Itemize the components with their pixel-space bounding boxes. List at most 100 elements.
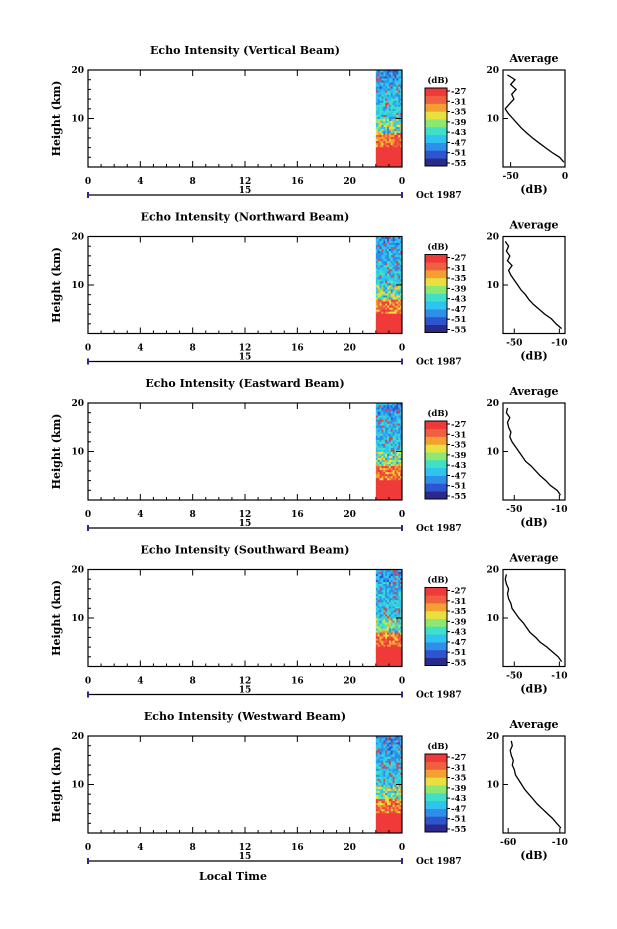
heatmap-cell [387, 84, 390, 87]
heatmap-cell [375, 423, 379, 426]
heatmap-cell [394, 152, 397, 156]
heatmap-cell [392, 830, 395, 834]
heatmap-cell [392, 467, 395, 471]
heatmap-cell [385, 798, 388, 802]
heatmap-cell [381, 445, 384, 448]
heatmap-cell [377, 126, 380, 129]
heatmap-cell [375, 756, 379, 759]
heatmap-cell [377, 796, 380, 800]
heatmap-cell [392, 660, 395, 663]
heatmap-cell [390, 409, 394, 412]
heatmap-cell [392, 76, 395, 79]
heatmap-cell [375, 331, 379, 334]
heatmap-cell [379, 447, 382, 450]
heatmap-cell [377, 287, 380, 290]
heatmap-cell [390, 664, 394, 667]
heatmap-cell [383, 636, 386, 639]
heatmap-cell [388, 758, 392, 761]
heatmap-cell [383, 646, 386, 649]
heatmap-cell [398, 293, 401, 296]
heatmap-cell [387, 238, 390, 241]
heatmap-cell [398, 148, 401, 152]
heatmap-cell [400, 431, 403, 434]
heatmap-cell [385, 816, 388, 820]
heatmap-cell [390, 654, 394, 657]
heatmap-cell [375, 278, 379, 282]
heatmap-cell [396, 84, 399, 87]
heatmap-cell [383, 826, 386, 830]
heatmap-cell [400, 154, 403, 158]
heatmap-cell [377, 595, 380, 599]
heatmap-cell [375, 409, 379, 412]
heatmap-cell [377, 331, 380, 334]
heatmap-cell [390, 465, 394, 469]
heatmap-cell [390, 270, 394, 274]
heatmap-cell [396, 449, 399, 452]
heatmap-cell [379, 467, 382, 471]
heatmap-cell [377, 756, 380, 759]
heatmap-cell [379, 748, 382, 751]
heatmap-cell [392, 742, 395, 745]
heatmap-cell [381, 106, 384, 109]
heatmap-cell [390, 784, 394, 787]
heatmap-cell [388, 329, 392, 332]
heatmap-cell [392, 268, 395, 272]
colorbar-tick-label: -35 [451, 274, 466, 284]
colorbar-segment [425, 754, 447, 763]
heatmap-cell [383, 471, 386, 475]
heatmap-cell [375, 92, 379, 95]
heatmap-cell [379, 439, 382, 442]
heatmap-cell [400, 323, 403, 326]
heatmap-cell [381, 331, 384, 334]
heatmap-cell [390, 469, 394, 473]
heatmap-cell [383, 244, 386, 247]
heatmap-cell [377, 748, 380, 751]
heatmap-cell [385, 479, 388, 483]
heatmap-cell [387, 242, 390, 245]
heatmap-cell [400, 648, 403, 651]
heatmap-cell [385, 301, 388, 304]
heatmap-cell [385, 822, 388, 826]
heatmap-cell [377, 780, 380, 783]
heatmap-cell [383, 736, 386, 739]
heatmap-cell [390, 148, 394, 152]
heatmap-cell [392, 583, 395, 587]
colorbar-tick-label: -55 [451, 659, 466, 669]
heatmap-cell [375, 768, 379, 771]
heatmap-cell [387, 116, 390, 119]
heatmap-cell [390, 287, 394, 290]
heatmap-cell [394, 136, 397, 140]
heatmap-cell [398, 236, 401, 239]
heatmap-cell [377, 295, 380, 298]
heatmap-cell [383, 630, 386, 633]
heatmap-cell [396, 792, 399, 795]
heatmap-cell [379, 752, 382, 755]
heatmap-cell [385, 601, 388, 605]
heatmap-cell [398, 144, 401, 148]
heatmap-cell [377, 150, 380, 154]
heatmap-cell [388, 427, 392, 430]
heatmap-cell [379, 615, 382, 619]
heatmap-cell [400, 784, 403, 787]
heatmap-cell [387, 786, 390, 789]
heatmap-cell [392, 82, 395, 85]
heatmap-cell [398, 92, 401, 95]
heatmap-cell [387, 319, 390, 322]
heatmap-cell [379, 331, 382, 334]
heatmap-cell [375, 601, 379, 605]
heatmap-cell [400, 780, 403, 783]
heatmap-cell [390, 634, 394, 637]
heatmap-cell [387, 638, 390, 641]
heatmap-cell [383, 587, 386, 591]
heatmap-cell [388, 650, 392, 653]
heatmap-cell [383, 784, 386, 787]
heatmap-cell [379, 431, 382, 434]
heatmap-cell [375, 258, 379, 262]
heatmap-cell [383, 477, 386, 481]
heatmap-cell [396, 299, 399, 302]
heatmap-cell [375, 477, 379, 481]
heatmap-cell [398, 158, 401, 162]
heatmap-cell [396, 662, 399, 665]
heatmap-cell [398, 451, 401, 454]
heatmap-cell [390, 108, 394, 111]
